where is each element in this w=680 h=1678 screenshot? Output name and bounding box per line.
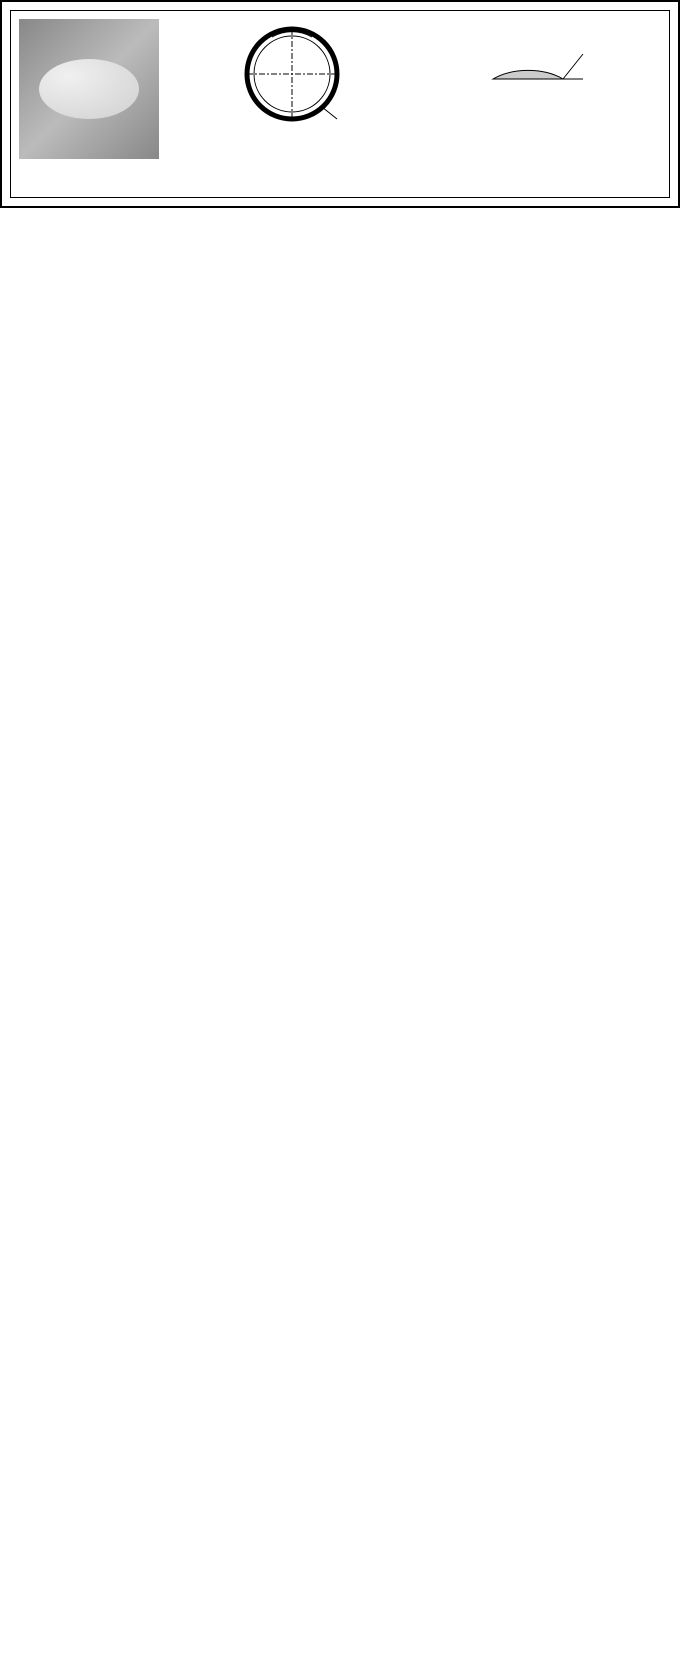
detail-z-diagram (473, 19, 603, 129)
page (0, 0, 680, 208)
diagrams-block (179, 19, 661, 137)
inner-frame (10, 10, 670, 198)
ring-diagram (237, 19, 347, 129)
top-diagrams-row (19, 19, 661, 159)
product-photo (19, 19, 159, 159)
